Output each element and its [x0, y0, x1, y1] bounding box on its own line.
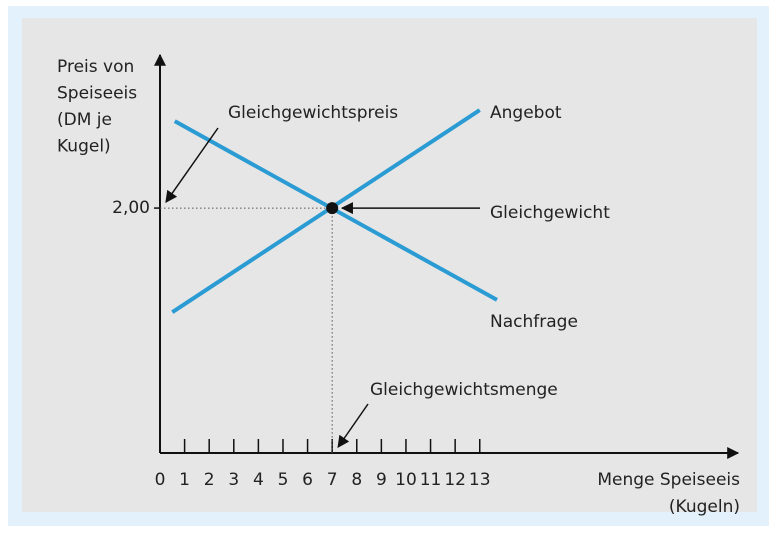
- x-tick-label: 7: [327, 470, 338, 490]
- arrow: [337, 403, 369, 448]
- x-axis-label: (Kugeln): [669, 497, 740, 517]
- x-tick-label: 12: [444, 470, 466, 490]
- x-tick-label: 2: [204, 470, 215, 490]
- y-tick-label: 2,00: [112, 198, 150, 218]
- equilibrium-point: [326, 202, 339, 215]
- annotation: Gleichgewichtsmenge: [370, 380, 558, 400]
- x-tick-label: 1: [179, 470, 190, 490]
- arrow: [165, 127, 219, 204]
- y-axis-label: (DM je: [57, 110, 112, 130]
- x-axis-label: Menge Speiseeis: [597, 470, 740, 490]
- x-tick-label: 11: [420, 470, 442, 490]
- x-tick-label: 10: [395, 470, 417, 490]
- series-label: Nachfrage: [490, 312, 578, 332]
- x-tick-label: 6: [302, 470, 313, 490]
- equilibrium-label: Gleichgewicht: [490, 203, 610, 223]
- x-tick-label: 5: [278, 470, 289, 490]
- y-axis-label: Kugel): [57, 137, 111, 157]
- x-tick-label: 4: [253, 470, 264, 490]
- x-tick-label: 13: [469, 470, 491, 490]
- line: [171, 108, 481, 314]
- y-axis-label: Speiseeis: [57, 84, 137, 104]
- x-tick-label: 3: [228, 470, 239, 490]
- x-tick-label: 0: [155, 470, 166, 490]
- annotation: Gleichgewichtspreis: [228, 103, 398, 123]
- x-tick-label: 8: [351, 470, 362, 490]
- x-tick-label: 9: [376, 470, 387, 490]
- y-axis-label: Preis von: [57, 57, 134, 77]
- series-label: Angebot: [490, 103, 562, 123]
- plot-bg: [22, 18, 757, 512]
